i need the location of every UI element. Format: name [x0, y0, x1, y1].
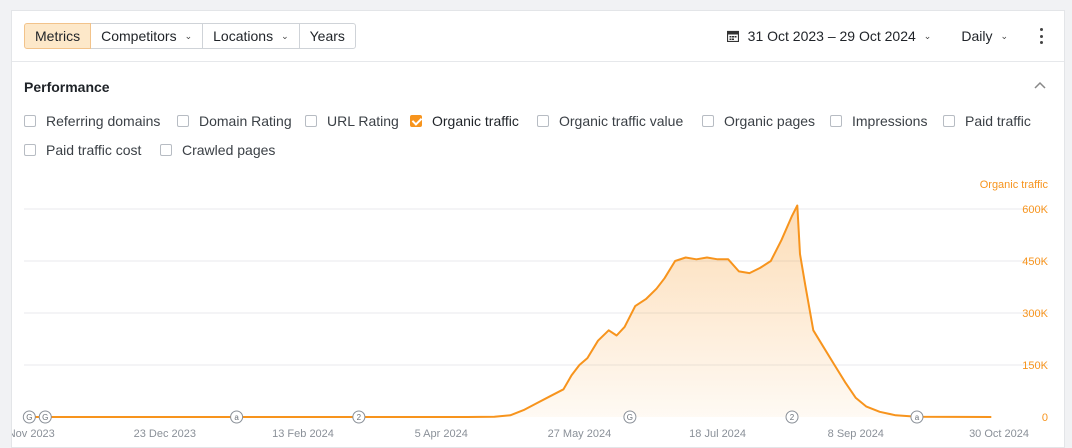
annotation-marker: 2: [785, 410, 799, 424]
annotation-marker: 2: [352, 410, 366, 424]
metric-organic-traffic-value[interactable]: Organic traffic value: [537, 113, 683, 129]
tab-competitors[interactable]: Competitors ⌄: [90, 23, 204, 49]
annotation-label: G: [627, 413, 633, 422]
x-tick-label: 13 Feb 2024: [272, 428, 334, 440]
series-line: [24, 204, 992, 418]
annotation-label: a: [234, 413, 239, 422]
annotation-circle: [623, 410, 637, 424]
toolbar-divider: [12, 61, 1064, 62]
tab-years[interactable]: Years: [298, 23, 356, 49]
x-tick-label: 1 Nov 2023: [12, 428, 55, 440]
view-tabs: Metrics Competitors ⌄ Locations ⌄ Years: [24, 23, 356, 49]
metric-label: Organic traffic: [432, 113, 519, 129]
calendar-icon: [726, 30, 739, 42]
chevron-up-icon[interactable]: [1034, 81, 1046, 89]
x-tick-label: 23 Dec 2023: [134, 428, 196, 440]
annotation-label: a: [915, 413, 920, 422]
checkbox[interactable]: [305, 115, 317, 127]
organic-traffic-chart: Organic traffic 0 150K 300K 450K 600K 1 Nov 2…: [12, 179, 1049, 440]
metric-crawled-pages[interactable]: Crawled pages: [160, 142, 275, 158]
grid: [24, 208, 1048, 366]
metric-label: Impressions: [852, 113, 928, 129]
metric-organic-traffic[interactable]: Organic traffic: [410, 113, 519, 129]
annotation-circle: [230, 410, 244, 424]
metric-label: Referring domains: [46, 113, 161, 129]
metric-label: Organic pages: [724, 113, 816, 129]
tab-metrics-label: Metrics: [35, 28, 81, 44]
tab-locations-label: Locations: [213, 28, 274, 44]
x-tick-label: 8 Sep 2024: [828, 428, 884, 440]
date-range-picker[interactable]: 31 Oct 2023 – 29 Oct 2024 ⌄: [726, 28, 932, 44]
annotation-marker: a: [230, 410, 244, 424]
toolbar-right: 31 Oct 2023 – 29 Oct 2024 ⌄ Daily ⌄: [726, 23, 1044, 49]
chevron-down-icon: ⌄: [281, 30, 289, 41]
performance-panel: Metrics Competitors ⌄ Locations ⌄ Years: [11, 10, 1065, 448]
checkbox[interactable]: [537, 115, 549, 127]
metric-organic-pages[interactable]: Organic pages: [702, 113, 815, 129]
checkbox[interactable]: [24, 115, 36, 127]
annotation-marker: G: [22, 410, 36, 424]
x-tick-label: 30 Oct 2024: [969, 428, 1029, 440]
tab-years-label: Years: [309, 28, 345, 44]
more-options-icon[interactable]: [1038, 28, 1044, 44]
checkbox[interactable]: [160, 144, 172, 156]
area-layer: [24, 204, 992, 418]
tab-competitors-label: Competitors: [101, 28, 177, 44]
checkbox-checked[interactable]: [410, 115, 422, 127]
metric-label: URL Rating: [327, 113, 399, 129]
metric-label: Domain Rating: [199, 113, 292, 129]
y-tick-label: 300K: [1022, 308, 1048, 320]
y-tick-label: 600K: [1022, 204, 1048, 216]
annotation-marker: a: [910, 410, 924, 424]
metric-referring-domains[interactable]: Referring domains: [24, 113, 160, 129]
metric-paid-traffic[interactable]: Paid traffic: [943, 113, 1031, 129]
checkbox[interactable]: [177, 115, 189, 127]
metric-url-rating[interactable]: URL Rating: [305, 113, 399, 129]
granularity-dropdown[interactable]: Daily ⌄: [961, 28, 1008, 44]
metric-label: Paid traffic cost: [46, 142, 142, 158]
x-tick-label: 5 Apr 2024: [415, 428, 468, 440]
date-range-label: 31 Oct 2023 – 29 Oct 2024: [747, 28, 916, 44]
tab-metrics[interactable]: Metrics: [24, 23, 92, 49]
annotation-circle: [785, 410, 799, 424]
checkbox[interactable]: [24, 144, 36, 156]
tab-locations[interactable]: Locations ⌄: [202, 23, 300, 49]
x-tick-label: 18 Jul 2024: [689, 428, 746, 440]
metric-label: Organic traffic value: [559, 113, 684, 129]
metric-paid-traffic-cost[interactable]: Paid traffic cost: [24, 142, 141, 158]
annotation-label: G: [26, 413, 32, 422]
chevron-down-icon: ⌄: [923, 30, 932, 41]
annotation-circle: [910, 410, 924, 424]
annotation-marker: G: [623, 410, 637, 424]
chevron-down-icon: ⌄: [184, 30, 193, 41]
y-tick-label: 150K: [1022, 360, 1048, 372]
metric-domain-rating[interactable]: Domain Rating: [177, 113, 292, 129]
metric-impressions[interactable]: Impressions: [830, 113, 927, 129]
y-tick-label: 0: [1042, 412, 1048, 424]
y-axis-title: Organic traffic: [980, 179, 1049, 191]
granularity-label: Daily: [961, 28, 993, 44]
series-area: [24, 205, 992, 417]
section-title: Performance: [24, 79, 110, 95]
checkbox[interactable]: [702, 115, 714, 127]
chevron-down-icon: ⌄: [1000, 30, 1008, 41]
annotation-label: G: [42, 413, 48, 422]
annotation-marker: G: [38, 410, 52, 424]
annotation-circle: [22, 410, 36, 424]
checkbox[interactable]: [830, 115, 842, 127]
annotation-circle: [352, 410, 366, 424]
x-tick-label: 27 May 2024: [548, 428, 612, 440]
y-tick-label: 450K: [1022, 256, 1048, 268]
axis-ticks: 0 150K 300K 450K 600K 1 Nov 2023 23 Dec 2023 13…: [12, 204, 1049, 440]
metric-label: Paid traffic: [965, 113, 1031, 129]
annotation-label: 2: [357, 413, 362, 422]
annotation-label: 2: [790, 413, 795, 422]
metric-label: Crawled pages: [182, 142, 276, 158]
annotation-circle: [38, 410, 52, 424]
checkbox[interactable]: [943, 115, 955, 127]
